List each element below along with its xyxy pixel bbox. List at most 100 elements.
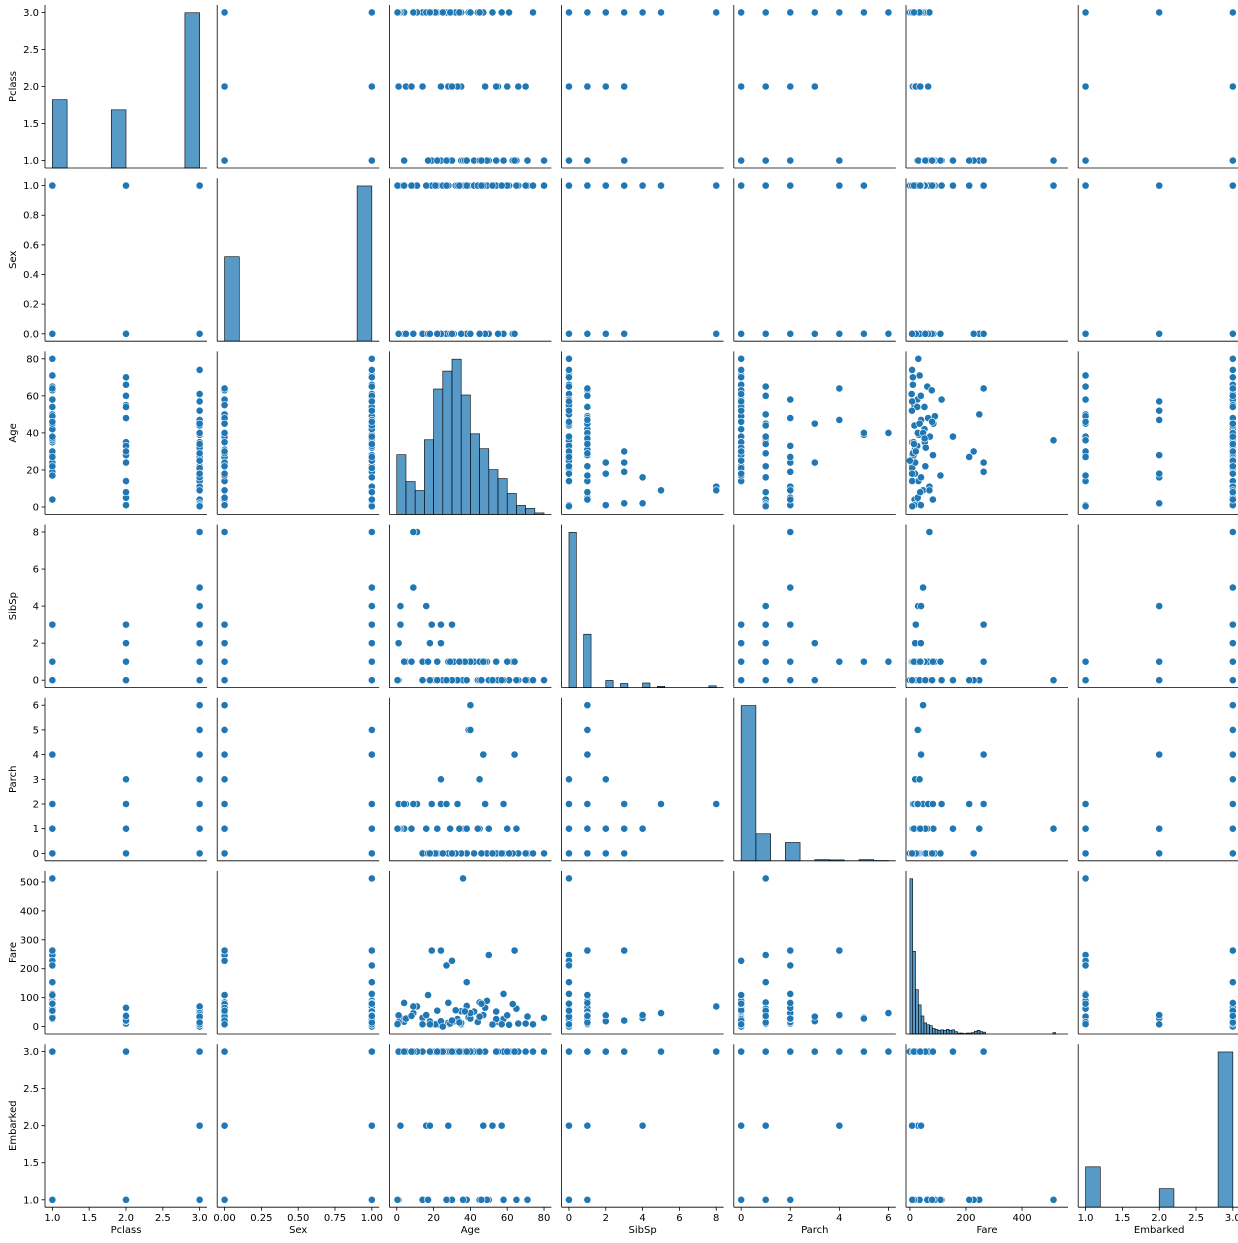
point xyxy=(489,677,496,684)
point xyxy=(424,658,431,665)
point xyxy=(434,157,441,164)
point xyxy=(476,330,483,337)
point xyxy=(196,450,203,457)
point xyxy=(885,1009,892,1016)
point xyxy=(368,503,375,510)
panel xyxy=(217,525,379,688)
point xyxy=(122,381,129,388)
panel xyxy=(217,5,379,168)
point xyxy=(408,1012,415,1019)
hist-bar xyxy=(756,834,771,861)
point xyxy=(522,182,529,189)
point xyxy=(885,658,892,665)
point xyxy=(1229,776,1236,783)
point xyxy=(394,1196,401,1203)
point xyxy=(221,470,228,477)
point xyxy=(565,407,572,414)
point xyxy=(368,658,375,665)
point xyxy=(762,463,769,470)
point xyxy=(860,429,867,436)
y-tick-label: 3 xyxy=(33,775,39,786)
point xyxy=(1156,658,1163,665)
y-tick-label: 1 xyxy=(33,824,39,835)
y-axis-label: SibSp xyxy=(8,592,19,620)
point xyxy=(395,330,402,337)
point xyxy=(762,450,769,457)
hist-bar xyxy=(927,1025,930,1034)
point xyxy=(738,658,745,665)
hist-bar xyxy=(941,1030,944,1034)
point xyxy=(504,83,511,90)
point xyxy=(1082,800,1089,807)
point xyxy=(505,850,512,857)
point xyxy=(908,390,915,397)
point xyxy=(738,448,745,455)
hist-bar xyxy=(643,683,650,688)
panel xyxy=(906,698,1068,861)
point xyxy=(221,402,228,409)
x-axis-label: Age xyxy=(461,1225,480,1236)
point xyxy=(423,825,430,832)
point xyxy=(621,182,628,189)
point xyxy=(221,640,228,647)
point xyxy=(762,83,769,90)
point xyxy=(926,528,933,535)
point xyxy=(922,444,929,451)
point xyxy=(787,182,794,189)
point xyxy=(787,528,794,535)
hist-bar xyxy=(785,842,800,860)
point xyxy=(196,751,203,758)
x-tick-label: 0 xyxy=(566,1213,572,1224)
point xyxy=(621,448,628,455)
point xyxy=(368,528,375,535)
point xyxy=(49,1014,56,1021)
point xyxy=(368,677,375,684)
point xyxy=(221,9,228,16)
x-tick-label: 1.0 xyxy=(1078,1213,1094,1224)
point xyxy=(221,800,228,807)
point xyxy=(221,726,228,733)
point xyxy=(937,330,944,337)
x-axis-label: Embarked xyxy=(1134,1225,1185,1236)
point xyxy=(917,502,924,509)
point xyxy=(966,677,973,684)
point xyxy=(439,1023,446,1030)
point xyxy=(482,83,489,90)
point xyxy=(489,1122,496,1129)
point xyxy=(713,1048,720,1055)
point xyxy=(1229,584,1236,591)
hist-bar xyxy=(470,434,479,515)
point xyxy=(476,1048,483,1055)
point xyxy=(966,1196,973,1203)
point xyxy=(368,496,375,503)
point xyxy=(565,800,572,807)
point xyxy=(445,1122,452,1129)
point xyxy=(221,385,228,392)
point xyxy=(426,1021,433,1028)
point xyxy=(1156,850,1163,857)
point xyxy=(787,453,794,460)
point xyxy=(122,330,129,337)
point xyxy=(966,453,973,460)
point xyxy=(408,83,415,90)
point xyxy=(917,640,924,647)
y-tick-label: 60 xyxy=(26,391,39,402)
point xyxy=(443,1196,450,1203)
point xyxy=(1156,407,1163,414)
point xyxy=(456,1048,463,1055)
point xyxy=(602,459,609,466)
point xyxy=(639,500,646,507)
x-tick-label: 6 xyxy=(885,1213,891,1224)
panel xyxy=(1078,525,1238,688)
hist-bar xyxy=(935,1029,938,1034)
point xyxy=(565,503,572,510)
point xyxy=(928,387,935,394)
point xyxy=(221,947,228,954)
point xyxy=(980,800,987,807)
point xyxy=(410,330,417,337)
point xyxy=(122,459,129,466)
point xyxy=(437,640,444,647)
point xyxy=(443,962,450,969)
